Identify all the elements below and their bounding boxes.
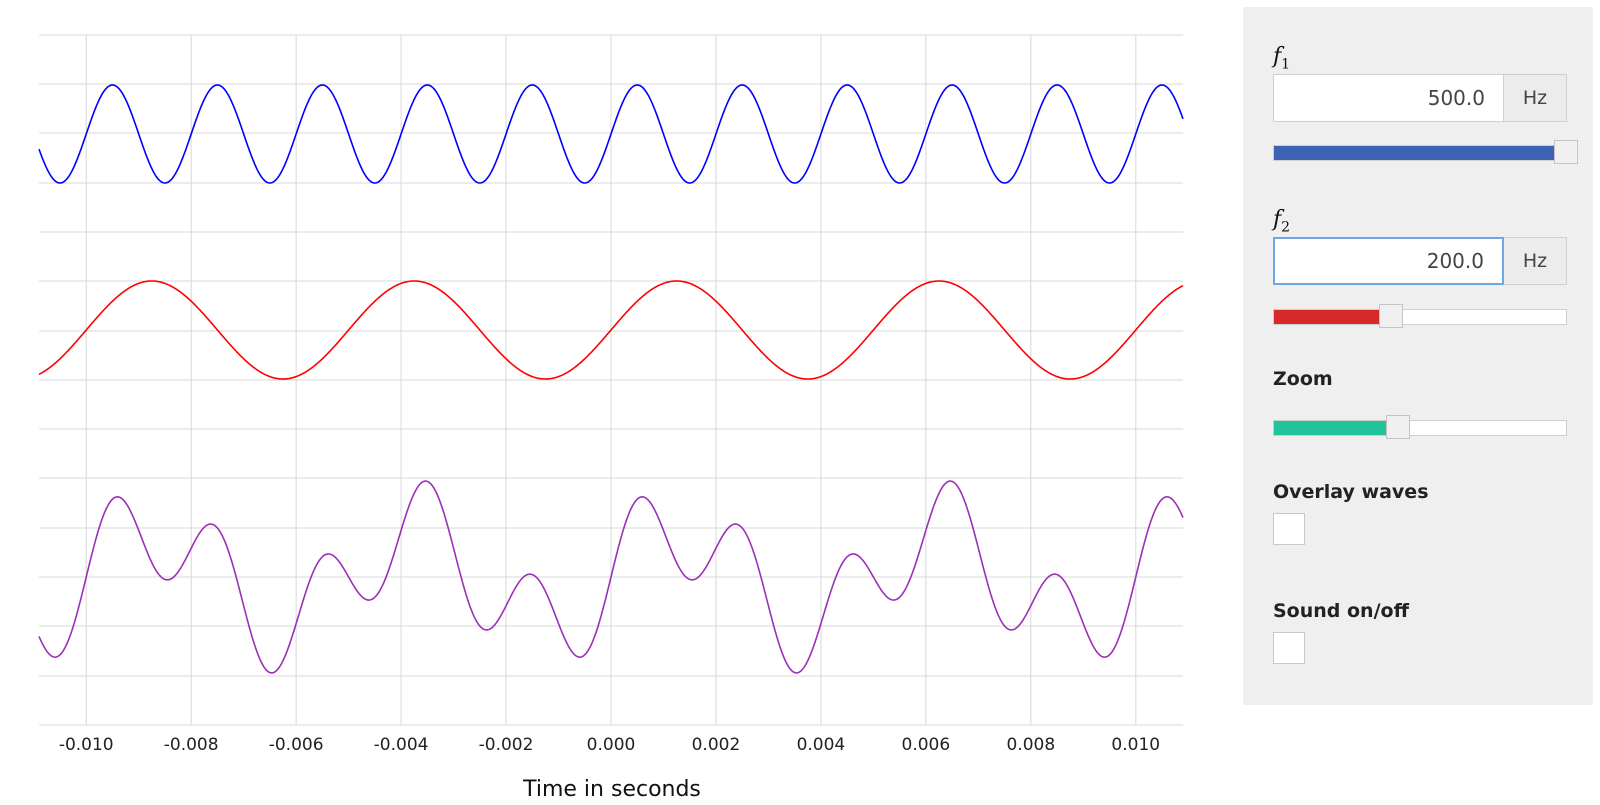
f2-unit: Hz (1504, 237, 1567, 285)
f1-slider-fill (1274, 146, 1566, 160)
x-tick-label-9: 0.008 (1006, 735, 1055, 755)
control-panel: f1 Hz f2 Hz Zoom Overlay waves Sound on/… (1243, 7, 1593, 705)
wave-series-3 (38, 480, 1184, 674)
f1-frequency-input[interactable] (1273, 74, 1504, 122)
zoom-slider-thumb[interactable] (1386, 415, 1411, 439)
x-tick-label-4: -0.002 (479, 735, 534, 755)
x-tick-label-5: 0.000 (587, 735, 636, 755)
f1-symbol: f (1273, 44, 1282, 69)
f2-input-group: Hz (1273, 237, 1567, 285)
f2-slider-thumb[interactable] (1378, 304, 1403, 328)
sound-toggle-label: Sound on/off (1273, 600, 1409, 622)
x-tick-label-3: -0.004 (374, 735, 429, 755)
f1-slider-thumb[interactable] (1554, 140, 1578, 164)
f2-frequency-input[interactable] (1273, 237, 1504, 285)
overlay-waves-checkbox[interactable] (1273, 513, 1305, 545)
f2-subscript: 2 (1281, 219, 1291, 236)
f1-subscript: 1 (1281, 56, 1291, 73)
x-tick-label-1: -0.008 (164, 735, 219, 755)
x-axis-title: Time in seconds (522, 777, 701, 802)
f1-label: f1 (1273, 44, 1290, 72)
f2-slider-fill (1274, 310, 1391, 324)
waves (38, 84, 1184, 674)
x-tick-label-2: -0.006 (269, 735, 324, 755)
x-tick-label-10: 0.010 (1111, 735, 1160, 755)
f1-unit: Hz (1504, 74, 1567, 122)
wave-series-2 (38, 280, 1184, 380)
grid-lines (39, 34, 1183, 726)
f2-label: f2 (1273, 207, 1290, 235)
x-axis-ticks: -0.010 -0.008 -0.006 -0.004 -0.002 0.000 0.002… (59, 735, 1160, 755)
sound-toggle-checkbox[interactable] (1273, 632, 1305, 664)
zoom-slider-fill (1274, 421, 1399, 435)
waveform-plot: -0.010 -0.008 -0.006 -0.004 -0.002 0.000 0.002… (38, 34, 1184, 802)
f2-symbol: f (1273, 207, 1282, 232)
x-tick-label-7: 0.004 (797, 735, 846, 755)
x-tick-label-8: 0.006 (902, 735, 951, 755)
f1-slider[interactable] (1273, 140, 1578, 164)
x-tick-label-0: -0.010 (59, 735, 114, 755)
wave-series-1 (38, 84, 1184, 184)
f2-slider[interactable] (1273, 304, 1567, 328)
overlay-waves-label: Overlay waves (1273, 481, 1429, 503)
f1-input-group: Hz (1273, 74, 1567, 122)
zoom-slider[interactable] (1273, 415, 1567, 439)
x-tick-label-6: 0.002 (692, 735, 741, 755)
waveform-chart: -0.010 -0.008 -0.006 -0.004 -0.002 0.000 0.002… (38, 34, 1184, 802)
zoom-label: Zoom (1273, 368, 1333, 390)
